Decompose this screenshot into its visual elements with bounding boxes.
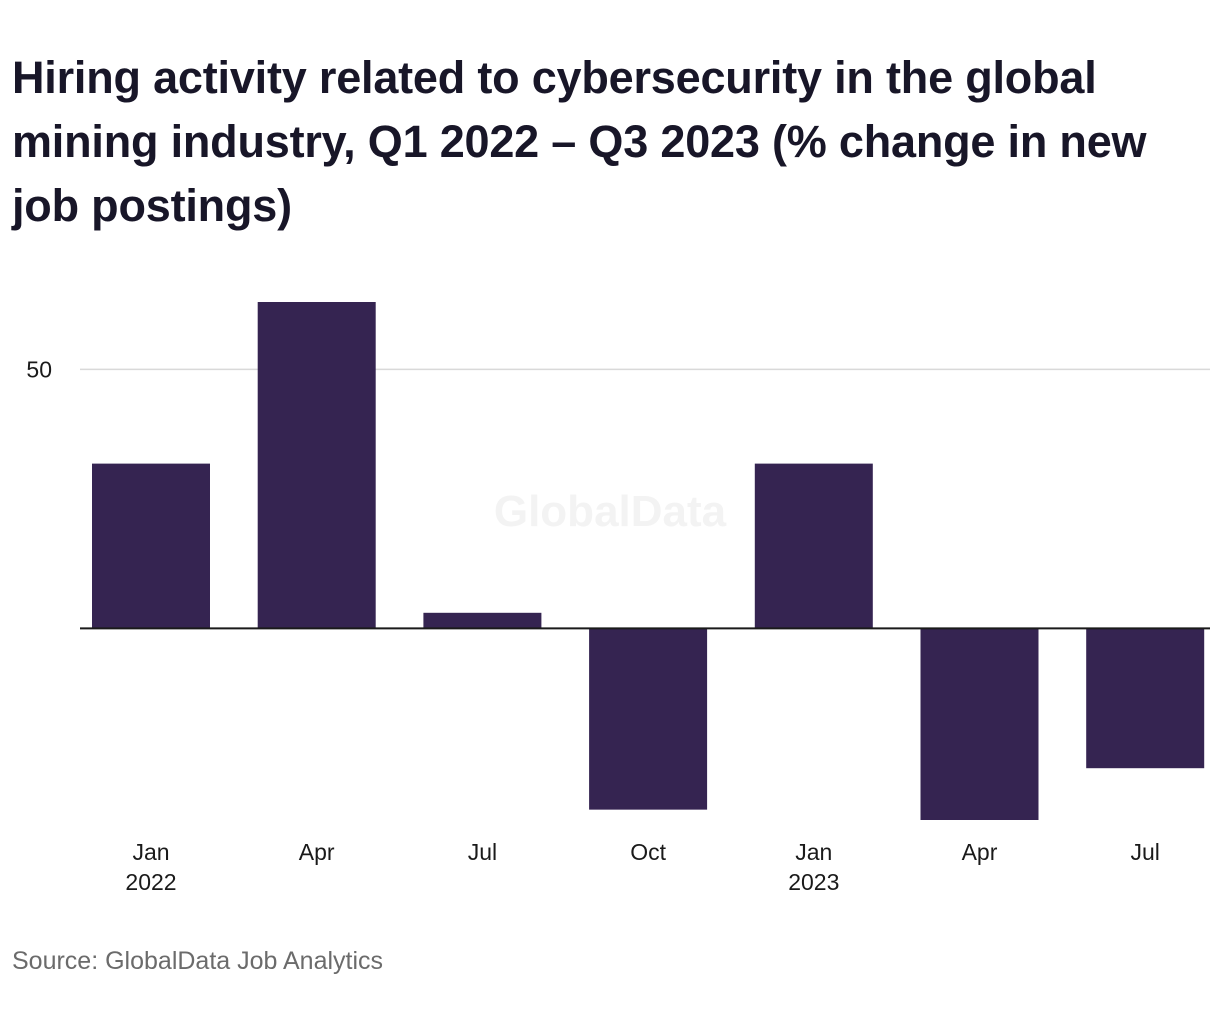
- chart-title: Hiring activity related to cybersecurity…: [12, 52, 1147, 231]
- x-tick-year-label-4: 2023: [788, 869, 839, 895]
- bars: [92, 302, 1205, 820]
- x-tick-label-6: Jul: [1130, 839, 1159, 865]
- source-note: Source: GlobalData Job Analytics: [12, 947, 384, 975]
- bar-oct-2022: [589, 628, 708, 810]
- x-tick-label-1: Apr: [299, 839, 335, 865]
- bar-jul-2023: [1086, 628, 1205, 769]
- x-tick-label-3: Oct: [630, 839, 666, 865]
- x-tick-label-5: Apr: [962, 839, 998, 865]
- bar-jul-2022: [423, 612, 542, 629]
- bar-jan-2023: [754, 463, 873, 629]
- bar-jan-2022: [92, 463, 210, 629]
- x-axis-labels: Jan 2022 Apr Jul Oct Jan 2023 Apr Jul: [125, 839, 1159, 895]
- watermark: GlobalData: [494, 487, 727, 536]
- x-tick-label-4: Jan: [795, 839, 832, 865]
- x-tick-label-2: Jul: [468, 839, 497, 865]
- y-gridlines: 50: [26, 356, 1210, 382]
- bar-apr-2023: [920, 628, 1039, 820]
- y-tick-label-0: 50: [26, 356, 52, 382]
- x-tick-year-label-0: 2022: [125, 869, 176, 895]
- bar-apr-2022: [257, 302, 376, 629]
- x-tick-label-0: Jan: [132, 839, 169, 865]
